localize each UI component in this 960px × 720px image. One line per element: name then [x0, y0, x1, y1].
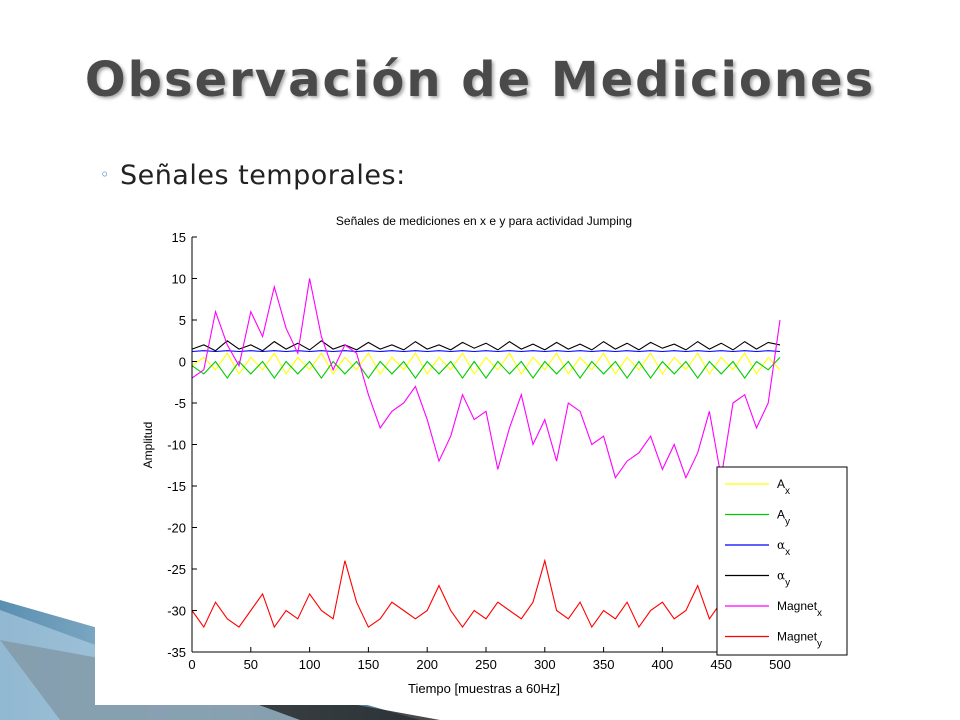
x-tick-label: 0 [188, 657, 195, 672]
series-line-4 [191, 278, 781, 480]
y-tick-label: 5 [179, 313, 186, 328]
y-tick-label: 15 [172, 230, 186, 245]
y-tick-label: -15 [167, 479, 186, 494]
x-axis-label: Tiempo [muestras a 60Hz] [408, 681, 560, 696]
bullet-item: ◦ Señales temporales: [100, 160, 406, 191]
y-tick-label: -20 [167, 521, 186, 536]
legend-label-0: Ax [777, 477, 790, 497]
y-tick-label: -25 [167, 562, 186, 577]
bullet-marker: ◦ [100, 165, 110, 184]
legend-box [716, 466, 848, 656]
x-tick-label: 250 [475, 657, 497, 672]
y-tick-label: 0 [179, 355, 186, 370]
x-tick-label: 200 [416, 657, 438, 672]
x-tick-label: 300 [534, 657, 556, 672]
series-line-2 [191, 350, 781, 353]
y-tick-label: -10 [167, 438, 186, 453]
legend-label-4: Magnetx [777, 599, 822, 619]
slide-title: Observación de Mediciones [84, 52, 876, 108]
y-tick-label: 10 [172, 272, 186, 287]
legend: Ax Ay αx αy Magnetx Magnety [716, 466, 848, 656]
x-tick-label: 450 [710, 657, 732, 672]
chart-title: Señales de mediciones en x e y para acti… [336, 214, 632, 228]
x-tick-label: 350 [593, 657, 615, 672]
y-axis-label: Amplitud [141, 422, 155, 469]
x-tick-label: 150 [358, 657, 380, 672]
legend-label-5: Magnety [777, 630, 822, 650]
series-line-3 [191, 340, 781, 352]
y-tick-label: -30 [167, 604, 186, 619]
legend-label-2: αx [777, 538, 790, 558]
x-tick-label: 50 [244, 657, 258, 672]
series-line-5 [191, 558, 781, 629]
y-tick-label: -35 [167, 645, 186, 660]
bullet-text: Señales temporales: [119, 160, 406, 191]
x-tick-label: 400 [652, 657, 674, 672]
x-tick-label: 500 [769, 657, 791, 672]
legend-label-1: Ay [777, 508, 790, 528]
plot-series [191, 278, 781, 629]
series-line-1 [191, 357, 781, 380]
y-tick-label: -5 [174, 396, 186, 411]
x-tick-label: 100 [299, 657, 321, 672]
legend-label-3: αy [777, 569, 790, 589]
